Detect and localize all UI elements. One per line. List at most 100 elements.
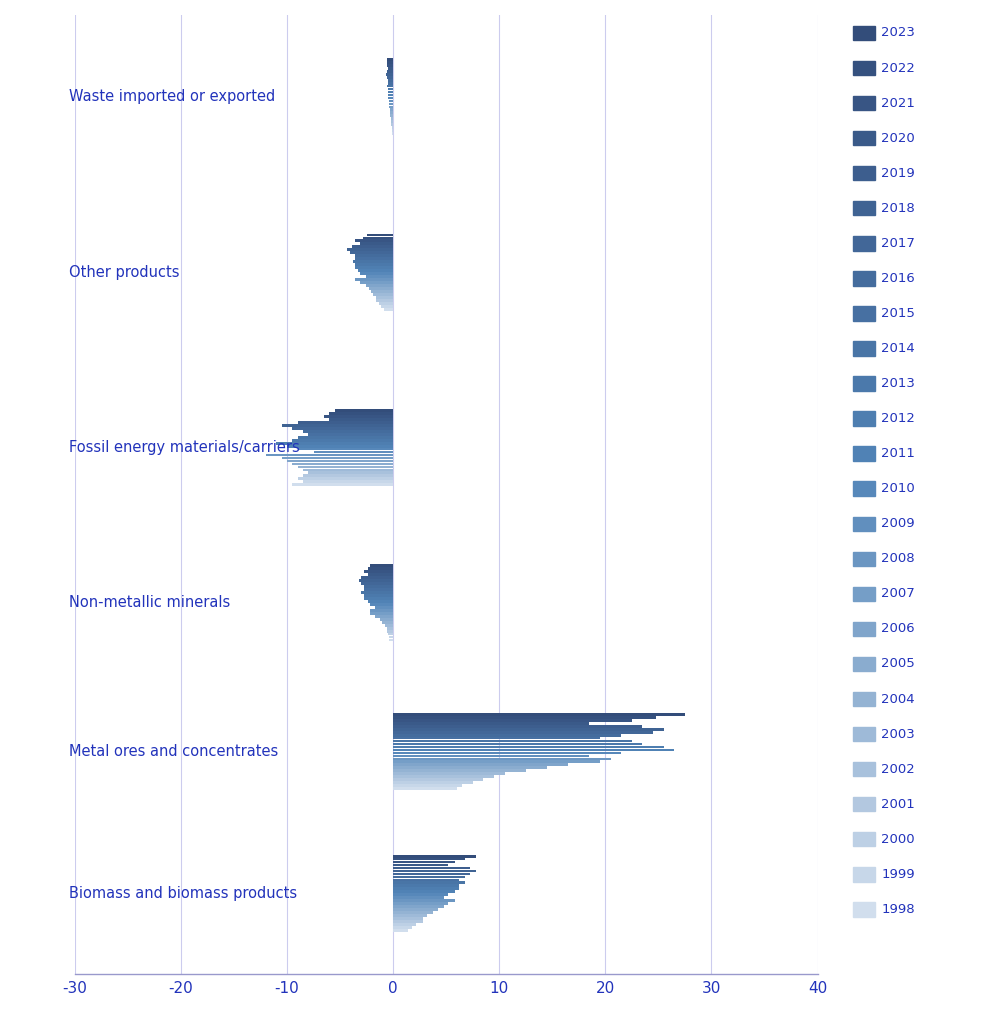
Bar	[393, 716, 656, 719]
Bar	[393, 739, 632, 742]
Bar	[393, 734, 621, 736]
Text: 2003: 2003	[881, 728, 915, 740]
Bar	[393, 891, 455, 893]
Bar	[368, 573, 393, 576]
Bar	[297, 466, 393, 468]
Bar	[303, 430, 393, 433]
Bar	[393, 742, 642, 745]
Bar	[388, 81, 393, 85]
Bar	[359, 579, 393, 583]
Bar	[266, 454, 393, 457]
Bar	[297, 436, 393, 438]
Bar	[392, 127, 393, 129]
Text: Fossil energy materials/carriers: Fossil energy materials/carriers	[70, 440, 300, 455]
Text: 2005: 2005	[881, 658, 915, 670]
Bar	[379, 302, 393, 304]
Bar	[387, 58, 393, 61]
Text: 1999: 1999	[881, 868, 915, 880]
Bar	[393, 764, 568, 766]
Bar	[389, 105, 393, 108]
Bar	[367, 234, 393, 236]
Bar	[355, 278, 393, 280]
Bar	[353, 260, 393, 263]
Bar	[355, 263, 393, 266]
Bar	[360, 242, 393, 245]
Bar	[358, 269, 393, 272]
Bar	[388, 94, 393, 96]
Bar	[365, 570, 393, 573]
Bar	[393, 894, 449, 896]
Bar	[393, 914, 427, 917]
Bar	[324, 415, 393, 418]
Bar	[393, 855, 476, 858]
Text: 2021: 2021	[881, 97, 915, 109]
Bar	[361, 591, 393, 594]
Text: 2017: 2017	[881, 237, 915, 250]
Text: Other products: Other products	[70, 265, 180, 279]
Bar	[297, 477, 393, 480]
Text: 2020: 2020	[881, 132, 915, 144]
Text: 2015: 2015	[881, 307, 915, 320]
Text: 2023: 2023	[881, 27, 915, 39]
Bar	[355, 255, 393, 257]
Bar	[282, 424, 393, 427]
Bar	[387, 630, 393, 633]
Bar	[393, 728, 664, 731]
Bar	[355, 239, 393, 242]
Bar	[384, 308, 393, 310]
Bar	[292, 484, 393, 487]
Bar	[370, 564, 393, 567]
Bar	[369, 287, 393, 290]
Text: Metal ores and concentrates: Metal ores and concentrates	[70, 744, 279, 759]
Bar	[393, 745, 664, 749]
Bar	[365, 588, 393, 591]
Bar	[389, 102, 393, 105]
Bar	[393, 872, 470, 875]
Bar	[375, 614, 393, 618]
Bar	[387, 64, 393, 67]
Bar	[387, 61, 393, 64]
Bar	[393, 885, 459, 888]
Bar	[393, 772, 504, 775]
Text: 2013: 2013	[881, 377, 915, 390]
Bar	[329, 418, 393, 421]
Bar	[313, 451, 393, 454]
Bar	[393, 864, 449, 866]
Bar	[297, 447, 393, 451]
Bar	[366, 275, 393, 278]
Bar	[393, 923, 417, 926]
Text: 2012: 2012	[881, 412, 915, 425]
Bar	[393, 781, 473, 784]
Bar	[393, 755, 589, 758]
Bar	[365, 597, 393, 600]
Bar	[348, 248, 393, 252]
Bar	[365, 586, 393, 588]
Bar	[393, 882, 466, 885]
Bar	[388, 88, 393, 91]
Bar	[393, 908, 438, 911]
Bar	[393, 749, 674, 752]
Bar	[393, 713, 685, 716]
Bar	[386, 73, 393, 75]
Text: 2004: 2004	[881, 693, 915, 705]
Bar	[389, 100, 393, 102]
Bar	[366, 285, 393, 287]
Bar	[335, 409, 393, 411]
Bar	[393, 737, 600, 739]
Bar	[376, 296, 393, 299]
Bar	[388, 78, 393, 81]
Bar	[292, 463, 393, 465]
Bar	[388, 67, 393, 70]
Bar	[376, 299, 393, 302]
Bar	[393, 875, 466, 878]
Bar	[303, 474, 393, 477]
Text: 2001: 2001	[881, 798, 915, 810]
Bar	[393, 888, 459, 890]
Bar	[365, 594, 393, 597]
Bar	[287, 444, 393, 447]
Text: 2008: 2008	[881, 553, 915, 565]
Bar	[393, 778, 484, 781]
Bar	[370, 603, 393, 606]
Bar	[282, 457, 393, 460]
Text: 2019: 2019	[881, 167, 915, 179]
